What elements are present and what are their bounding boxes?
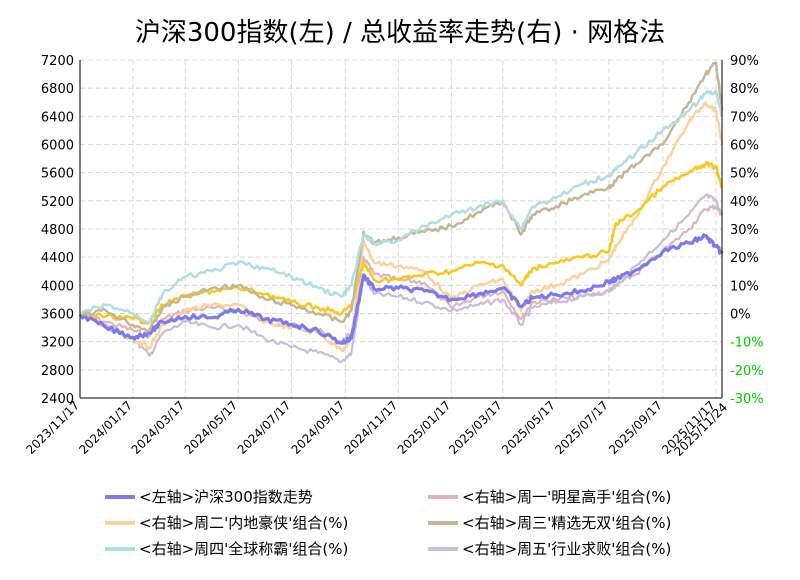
x-tick-label: 2023/11/17 — [23, 398, 82, 457]
legend-label: <右轴>周三'精选无双'组合(%) — [462, 514, 671, 532]
x-tick-label: 2025/09/17 — [606, 398, 665, 457]
right-tick-label: 90% — [730, 54, 759, 69]
left-tick-label: 7200 — [41, 54, 74, 69]
left-tick-label: 3200 — [41, 336, 74, 351]
left-tick-label: 2800 — [41, 364, 74, 379]
series-line-3 — [79, 61, 724, 333]
series-line-5 — [79, 193, 724, 364]
x-tick-label: 2024/03/17 — [129, 398, 188, 457]
axes: 7200 6800 6400 6000 5600 5200 4800 4400 4000 3600… — [23, 54, 763, 459]
x-tick-label: 2025/07/17 — [552, 398, 611, 457]
legend-label: <右轴>周五'行业求败'组合(%) — [462, 540, 671, 558]
right-tick-label: 20% — [730, 251, 759, 266]
legend-label: <左轴>沪深300指数走势 — [139, 488, 313, 506]
legend-label: <右轴>周二'内地豪侠'组合(%) — [139, 514, 348, 532]
right-tick-label: -30% — [730, 392, 764, 407]
series-line-4 — [79, 89, 724, 324]
legend-label: <右轴>周一'明星高手'组合(%) — [462, 488, 671, 506]
left-tick-label: 2400 — [41, 392, 74, 407]
series-lines — [78, 61, 724, 364]
right-tick-label: 70% — [730, 110, 759, 125]
legend: <左轴>沪深300指数走势 <右轴>周一'明星高手'组合(%) <右轴>周二'内地豪… — [105, 488, 671, 558]
right-tick-label: -20% — [730, 364, 764, 379]
x-tick-label: 2025/03/17 — [446, 398, 505, 457]
right-tick-label: 80% — [730, 82, 759, 97]
x-tick-label: 2024/09/17 — [289, 398, 348, 457]
left-tick-label: 4800 — [41, 223, 74, 238]
x-tick-label: 2025/01/17 — [395, 398, 454, 457]
right-tick-label: 0% — [730, 308, 751, 323]
chart-title: 沪深300指数(左) / 总收益率走势(右) · 网格法 — [134, 18, 666, 48]
left-tick-label: 4000 — [41, 279, 74, 294]
right-tick-label: 60% — [730, 139, 759, 154]
left-tick-label: 6000 — [41, 139, 74, 154]
grid — [79, 59, 722, 399]
left-tick-label: 5600 — [41, 167, 74, 182]
left-tick-label: 4400 — [41, 251, 74, 266]
left-tick-label: 6800 — [41, 82, 74, 97]
series-line-2 — [78, 101, 724, 353]
x-tick-label: 2025/05/17 — [499, 398, 558, 457]
right-tick-label: 40% — [730, 195, 759, 210]
series-line-0 — [78, 233, 724, 345]
x-tick-label: 2024/01/17 — [76, 398, 135, 457]
legend-label: <右轴>周四'全球称霸'组合(%) — [139, 540, 348, 558]
right-tick-label: -10% — [730, 336, 764, 351]
right-tick-label: 10% — [730, 279, 759, 294]
left-tick-label: 6400 — [41, 110, 74, 125]
right-tick-label: 30% — [730, 223, 759, 238]
right-tick-label: 50% — [730, 167, 759, 182]
left-tick-label: 3600 — [41, 308, 74, 323]
series-line-6 — [79, 161, 723, 325]
x-tick-label: 2024/11/17 — [342, 398, 401, 457]
x-tick-label: 2024/07/17 — [235, 398, 294, 457]
x-tick-label: 2024/05/17 — [182, 398, 241, 457]
left-tick-label: 5200 — [41, 195, 74, 210]
